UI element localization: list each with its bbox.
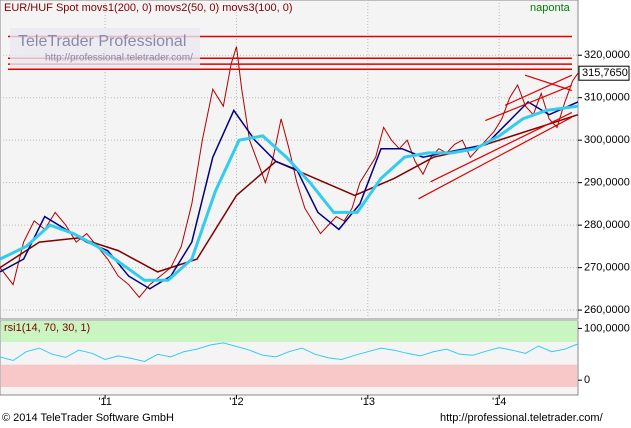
watermark: TeleTrader Professional — [18, 33, 186, 50]
y-tick-label: 270,0000 — [584, 262, 630, 274]
x-tick-label: '11 — [98, 396, 112, 408]
overbought-band — [1, 321, 577, 342]
x-tick-label: '13 — [361, 396, 375, 408]
y-tick-label: 280,0000 — [584, 219, 630, 231]
series-line — [0, 46, 579, 299]
y-tick-label: 310,0000 — [584, 92, 630, 104]
last-value-box — [578, 65, 630, 81]
y-tick-label: 100,0000 — [584, 322, 630, 334]
trend-line — [485, 84, 573, 122]
series-line — [0, 104, 579, 282]
y-tick-label: 0 — [584, 374, 590, 386]
copyright: © 2014 TeleTrader Software GmbH — [2, 412, 174, 424]
y-tick-label: 300,0000 — [584, 134, 630, 146]
rsi-title: rsi1(14, 70, 30, 1) — [4, 322, 90, 334]
y-tick-label: 290,0000 — [584, 177, 630, 189]
subtitle: naponta — [530, 2, 571, 14]
watermark-url: http://professional.teletrader.com/ — [45, 53, 193, 64]
main-layer: 260,0000 270,0000 280,0000 290,0000 300,0000… — [0, 0, 630, 408]
trend-line — [504, 74, 573, 106]
y-tick-label: 260,0000 — [584, 304, 630, 316]
last-value-label: 315,7650 — [582, 67, 628, 79]
trend-line — [524, 74, 572, 92]
series-line — [0, 342, 579, 363]
oversold-band — [1, 364, 577, 387]
x-tick-label: '14 — [492, 396, 506, 408]
x-tick-label: '12 — [229, 396, 243, 408]
chart-title: EUR/HUF Spot movs1(200, 0) movs2(50, 0) … — [4, 2, 293, 14]
footer-url: http://professional.teletrader.com/ — [440, 412, 604, 424]
trend-line — [418, 116, 573, 200]
watermark-box — [10, 28, 200, 68]
trend-line — [430, 112, 573, 183]
footer-bg — [0, 410, 631, 428]
y-tick-label: 320,0000 — [584, 49, 630, 61]
